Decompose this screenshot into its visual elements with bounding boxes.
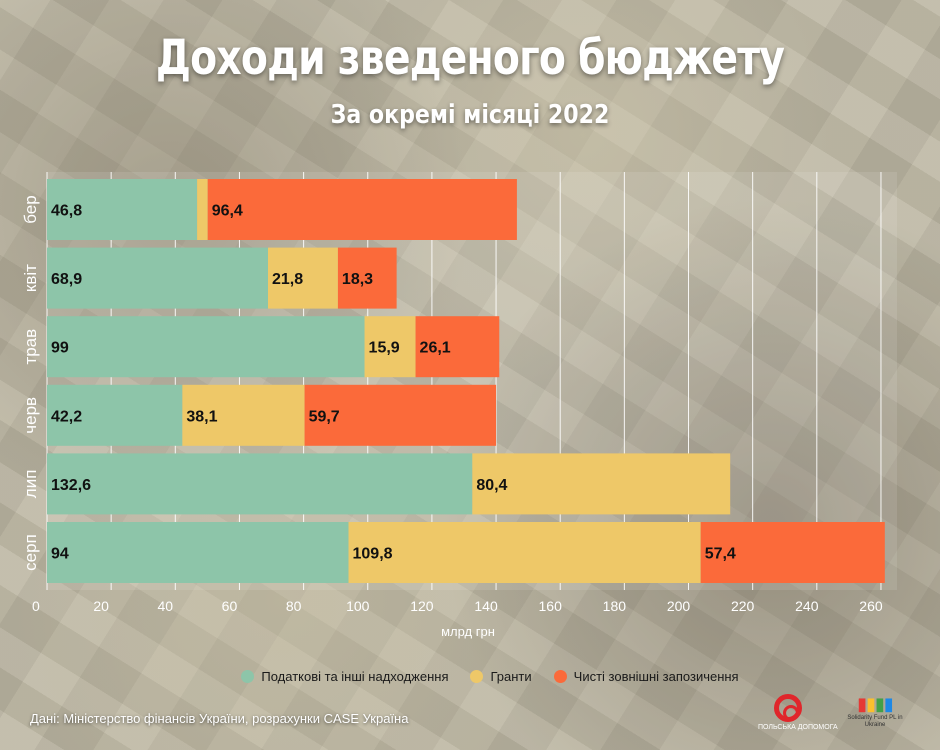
data-label: 21,8 bbox=[272, 271, 303, 288]
bar-segment bbox=[304, 384, 497, 446]
y-category-label: квіт bbox=[21, 264, 40, 292]
source-note: Дані: Міністерство фінансів України, роз… bbox=[30, 711, 409, 726]
data-label: 38,1 bbox=[186, 408, 217, 425]
data-label: 26,1 bbox=[420, 340, 451, 357]
bar-segment bbox=[348, 522, 701, 583]
x-tick-label: 240 bbox=[795, 598, 819, 614]
bar-segment bbox=[415, 316, 500, 378]
legend-label-grants: Гранти bbox=[490, 669, 532, 684]
legend-label-tax: Податкові та інші надходження bbox=[261, 669, 449, 684]
polska-pomoc-caption: ПОЛЬСЬКА ДОПОМОГА bbox=[758, 724, 838, 731]
legend-dot-grants bbox=[470, 670, 484, 683]
data-label: 59,7 bbox=[309, 408, 340, 425]
x-tick-label: 200 bbox=[667, 598, 691, 614]
plot-area bbox=[47, 172, 897, 590]
y-category-label: бер bbox=[21, 195, 40, 223]
x-tick-label: 260 bbox=[859, 598, 883, 614]
x-tick-label: 0 bbox=[32, 598, 40, 614]
data-label: 80,4 bbox=[476, 477, 507, 494]
bar-segment bbox=[47, 247, 268, 309]
y-category-label: серп bbox=[21, 534, 40, 571]
bar-segment bbox=[700, 522, 885, 583]
chart-legend: Податкові та інші надходження Гранти Чис… bbox=[180, 669, 800, 684]
y-category-label: трав bbox=[21, 329, 40, 365]
data-label: 96,4 bbox=[212, 203, 243, 220]
legend-dot-tax bbox=[241, 670, 255, 683]
x-tick-label: 120 bbox=[410, 598, 434, 614]
x-tick-label: 140 bbox=[474, 598, 498, 614]
data-label: 15,9 bbox=[369, 340, 400, 357]
legend-dot-borrowing bbox=[553, 670, 567, 683]
x-tick-label: 100 bbox=[346, 598, 370, 614]
solidarity-fund-logo: ▮▮▮▮ Solidarity Fund PL in Ukraine bbox=[842, 694, 908, 729]
x-tick-label: 20 bbox=[93, 598, 109, 614]
x-tick-label: 60 bbox=[222, 598, 238, 614]
solidarity-fund-caption: Solidarity Fund PL in Ukraine bbox=[847, 715, 903, 728]
legend-item-tax: Податкові та інші надходження bbox=[241, 669, 448, 684]
x-tick-label: 40 bbox=[158, 598, 174, 614]
legend-label-borrowing: Чисті зовнішні запозичення bbox=[573, 669, 739, 684]
data-label: 57,4 bbox=[705, 546, 736, 563]
bar-segment bbox=[337, 247, 397, 309]
data-label: 46,8 bbox=[51, 203, 82, 220]
bar-segment bbox=[47, 179, 198, 240]
legend-item-grants: Гранти bbox=[470, 669, 532, 684]
polska-pomoc-mark bbox=[774, 694, 802, 722]
data-label: 109,8 bbox=[353, 546, 393, 563]
bar-segment bbox=[268, 247, 338, 309]
bar-segment bbox=[197, 179, 208, 240]
chart-title: Доходи зведеного бюджету bbox=[155, 30, 785, 86]
bar-segment bbox=[47, 384, 183, 446]
bar-segment bbox=[47, 316, 365, 378]
bar-segment bbox=[207, 179, 517, 240]
data-label: 94 bbox=[51, 546, 69, 563]
x-tick-label: 220 bbox=[731, 598, 755, 614]
data-label: 68,9 bbox=[51, 271, 82, 288]
solidarity-fund-mark: ▮▮▮▮ bbox=[857, 694, 894, 715]
bar-segment bbox=[47, 522, 349, 583]
x-tick-label: 160 bbox=[539, 598, 563, 614]
budget-revenue-chart: 0 20 40 60 80 100 120 140 160 180 200 220 240 260 млрд… bbox=[21, 172, 897, 639]
data-label: 99 bbox=[51, 340, 69, 357]
chart-subtitle: За окремі місяці 2022 bbox=[330, 100, 610, 130]
polska-pomoc-logo: ПОЛЬСЬКА ДОПОМОГА bbox=[758, 694, 838, 731]
data-label: 132,6 bbox=[51, 477, 91, 494]
bar-segment bbox=[182, 384, 305, 446]
y-category-label: черв bbox=[21, 397, 40, 434]
x-tick-label: 180 bbox=[603, 598, 627, 614]
legend-item-borrowing: Чисті зовнішні запозичення bbox=[553, 669, 739, 684]
x-axis-label: млрд грн bbox=[441, 624, 495, 639]
bar-segment bbox=[47, 453, 473, 515]
x-tick-label: 80 bbox=[286, 598, 302, 614]
y-category-label: лип bbox=[21, 470, 40, 499]
data-label: 18,3 bbox=[342, 271, 373, 288]
bar-segment bbox=[472, 453, 731, 515]
bar-segment bbox=[364, 316, 416, 378]
data-label: 42,2 bbox=[51, 408, 82, 425]
